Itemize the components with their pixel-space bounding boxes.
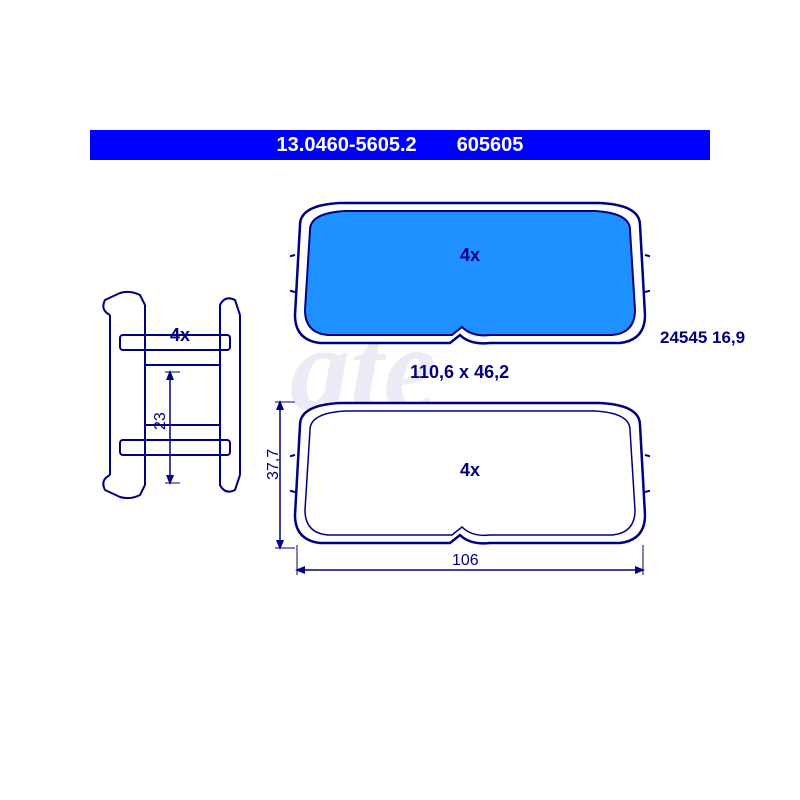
clip-height-text: 23 — [152, 412, 169, 430]
top-pad-qty: 4x — [460, 245, 480, 265]
pad-height-text: 37,7 — [265, 449, 282, 480]
top-brake-pad — [290, 195, 650, 350]
middle-dimension: 110,6 x 46,2 — [410, 362, 509, 383]
part-annotation: 24545 16,9 — [660, 328, 745, 348]
header-bar: 13.0460-5605.2 605605 — [90, 130, 710, 160]
clip-height-dimension — [140, 370, 180, 490]
clip-qty: 4x — [170, 325, 190, 345]
bottom-pad-qty: 4x — [460, 460, 480, 480]
clip-qty-label: 4x — [170, 325, 190, 346]
pad-height-value: 37,7 — [265, 449, 283, 480]
pad-width-value: 106 — [452, 552, 479, 570]
top-pad-qty-label: 4x — [460, 245, 480, 266]
part-number: 13.0460-5605.2 — [277, 134, 417, 157]
annotation-text: 24545 16,9 — [660, 328, 745, 347]
mid-dim-text: 110,6 x 46,2 — [410, 362, 509, 382]
part-code: 605605 — [457, 134, 524, 157]
clip-height-value: 23 — [152, 412, 170, 430]
pad-width-text: 106 — [452, 552, 479, 569]
bottom-pad-qty-label: 4x — [460, 460, 480, 481]
